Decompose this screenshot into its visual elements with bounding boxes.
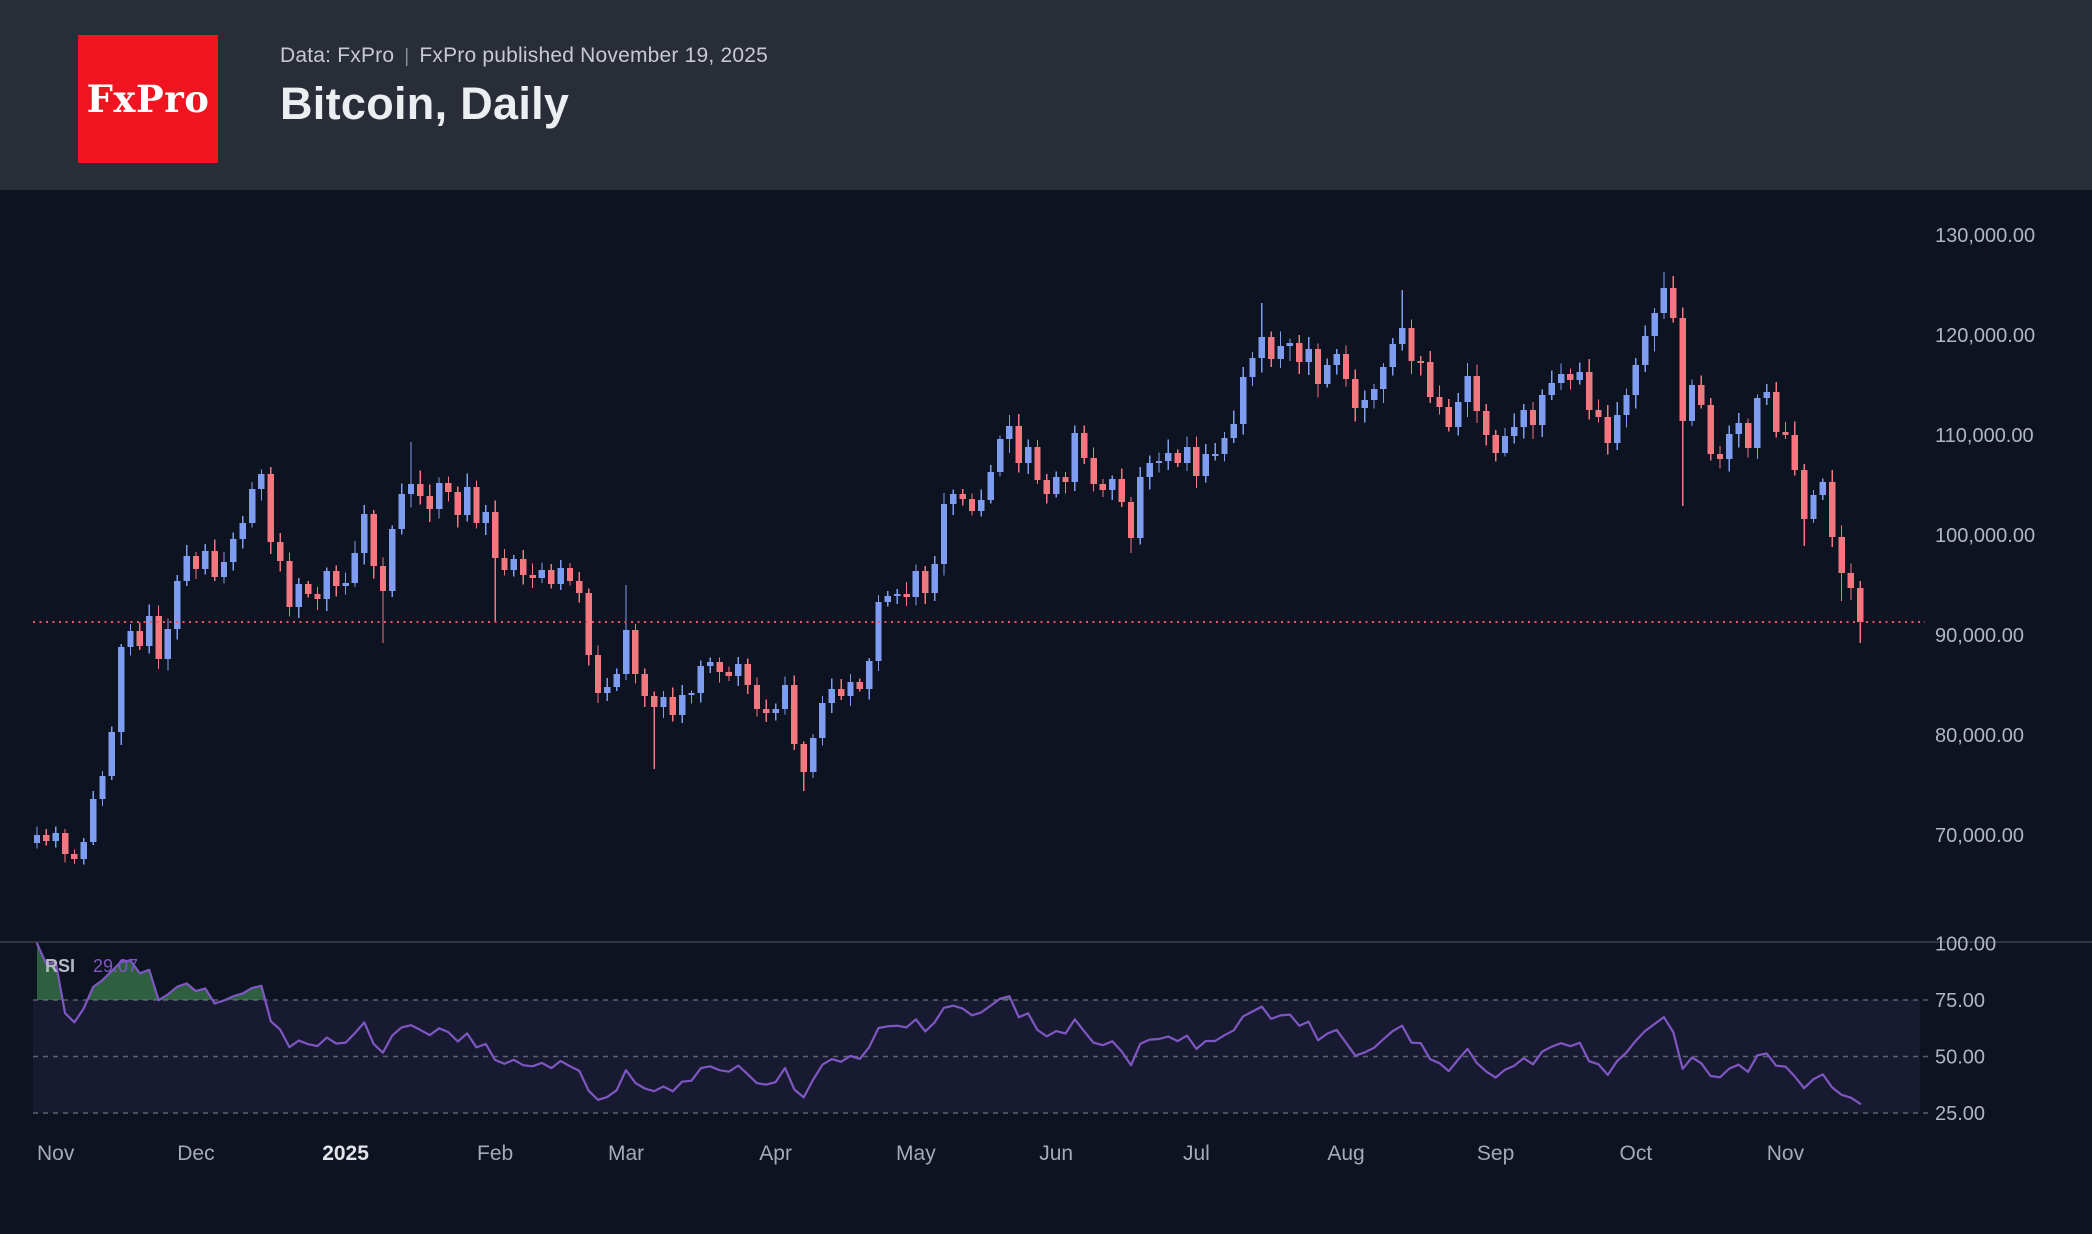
- price-axis-tick: 110,000.00: [1935, 425, 2034, 447]
- rsi-overbought-fill: [37, 943, 1012, 1000]
- price-axis[interactable]: 130,000.00 120,000.00 110,000.00 100,000.00…: [1935, 225, 2035, 847]
- rsi-label: RSI: [45, 956, 75, 976]
- chart-area: RSI 29.07 130,000.00 120,000.00 110,000.00 10…: [0, 190, 2092, 1234]
- rsi-axis[interactable]: 100.00 75.00 50.00 25.00: [1935, 934, 1996, 1126]
- time-axis-month: Jul: [1183, 1142, 1210, 1165]
- time-axis-month: Aug: [1327, 1142, 1364, 1165]
- time-axis-month: Jun: [1039, 1142, 1073, 1165]
- rsi-axis-tick: 100.00: [1935, 934, 1996, 956]
- data-source-label: Data: FxPro: [280, 44, 395, 67]
- rsi-legend: RSI 29.07: [45, 956, 138, 976]
- chart-canvas[interactable]: RSI 29.07 130,000.00 120,000.00 110,000.00 10…: [0, 190, 2092, 1234]
- time-axis-year: 2025: [322, 1142, 369, 1165]
- price-axis-tick: 130,000.00: [1935, 225, 2035, 247]
- time-axis-month: Nov: [1767, 1142, 1805, 1165]
- time-axis-month: Dec: [177, 1142, 214, 1165]
- published-label: FxPro published November 19, 2025: [419, 44, 769, 67]
- rsi-bands: [33, 999, 1928, 1114]
- header-bar: FxPro Data: FxPro | FxPro published Novemb…: [0, 0, 2092, 190]
- chart-title: Bitcoin, Daily: [280, 78, 570, 129]
- rsi-axis-tick: 25.00: [1935, 1103, 1985, 1125]
- rsi-axis-tick: 50.00: [1935, 1047, 1985, 1069]
- candlestick-series: [33, 272, 1864, 865]
- time-axis-month: Nov: [37, 1142, 75, 1165]
- time-axis-month: Feb: [477, 1142, 513, 1165]
- rsi-line: [35, 942, 1862, 1105]
- time-axis-month: Oct: [1620, 1142, 1653, 1165]
- header-text-block: Data: FxPro | FxPro published November 19,…: [280, 44, 768, 130]
- rsi-value: 29.07: [93, 956, 138, 976]
- fxpro-logo: FxPro: [78, 35, 218, 163]
- fxpro-logo-text: FxPro: [86, 77, 210, 121]
- time-axis-month: Apr: [759, 1142, 792, 1165]
- time-axis-month: Mar: [608, 1142, 644, 1165]
- time-axis-month: May: [896, 1142, 936, 1165]
- time-axis[interactable]: Nov Dec 2025 Feb Mar Apr May Jun Jul Aug Sep Oct Nov: [37, 1142, 1805, 1165]
- price-axis-tick: 120,000.00: [1935, 325, 2035, 347]
- price-axis-tick: 90,000.00: [1935, 625, 2024, 647]
- time-axis-month: Sep: [1477, 1142, 1514, 1165]
- publish-meta: Data: FxPro | FxPro published November 19,…: [280, 44, 768, 68]
- rsi-axis-tick: 75.00: [1935, 990, 1985, 1012]
- price-axis-tick: 70,000.00: [1935, 825, 2024, 847]
- meta-divider: |: [404, 46, 410, 67]
- price-axis-tick: 100,000.00: [1935, 525, 2035, 547]
- price-axis-tick: 80,000.00: [1935, 725, 2024, 747]
